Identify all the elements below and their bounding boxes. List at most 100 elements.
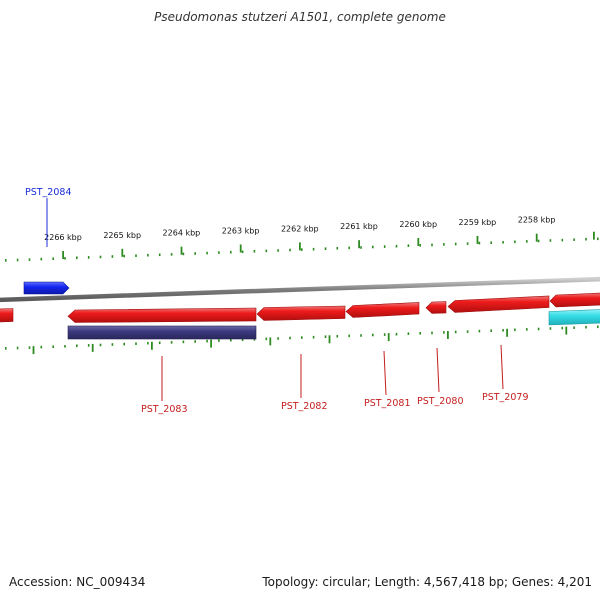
major-tick — [328, 335, 331, 344]
minor-tick — [277, 337, 279, 340]
minor-tick — [218, 251, 220, 254]
gene-arrow-right-edge[interactable] — [549, 292, 600, 308]
minor-tick — [194, 340, 196, 343]
major-tick — [447, 331, 449, 339]
minor-tick — [360, 246, 362, 249]
tick-label: 2264 kbp — [163, 229, 201, 238]
label-line-pst-2079 — [500, 344, 504, 390]
minor-tick — [407, 332, 410, 335]
minor-tick — [502, 241, 504, 244]
minor-tick — [206, 339, 208, 343]
minor-tick — [443, 331, 445, 334]
minor-tick — [241, 338, 244, 342]
minor-tick — [87, 344, 90, 347]
minor-tick — [431, 243, 433, 247]
minor-tick — [537, 327, 540, 331]
minor-tick — [549, 327, 552, 330]
minor-tick — [348, 246, 350, 250]
minor-tick — [170, 253, 173, 256]
minor-tick — [466, 242, 469, 245]
major-tick — [535, 233, 538, 242]
tick-label: 2261 kbp — [340, 222, 378, 231]
major-tick — [239, 244, 242, 253]
gene-arrow-left-edge[interactable] — [0, 308, 14, 323]
minor-tick — [490, 241, 492, 244]
gene-arrow-pst-2083[interactable] — [67, 307, 257, 323]
minor-tick — [573, 238, 575, 241]
minor-tick — [16, 346, 19, 350]
minor-tick — [218, 339, 220, 342]
major-tick — [299, 242, 301, 251]
minor-tick — [395, 244, 398, 248]
minor-tick — [206, 251, 208, 255]
gene-arrow-pst-2082[interactable] — [256, 305, 346, 321]
major-tick — [151, 341, 153, 350]
minor-tick — [99, 255, 102, 259]
minor-tick — [147, 253, 149, 257]
tick-label: 2265 kbp — [103, 231, 141, 240]
minor-tick — [372, 245, 374, 249]
major-tick — [387, 333, 390, 342]
major-tick — [506, 328, 508, 337]
outer-minor-ticks — [5, 237, 599, 262]
tick-label: 2266 kbp — [44, 233, 82, 242]
minor-tick — [194, 252, 196, 255]
minor-tick — [5, 259, 7, 262]
minor-tick — [5, 347, 7, 350]
minor-tick — [478, 241, 481, 245]
minor-tick — [537, 239, 540, 243]
minor-tick — [135, 342, 137, 345]
gene-arrow-pst-2079[interactable] — [447, 295, 550, 313]
label-line-pst-2080 — [436, 347, 440, 393]
minor-tick — [372, 333, 374, 337]
minor-tick — [64, 345, 66, 348]
minor-tick — [502, 329, 504, 332]
major-tick — [62, 251, 64, 259]
minor-tick — [490, 329, 492, 332]
minor-tick — [76, 344, 78, 348]
minor-tick — [514, 328, 516, 332]
gene-arrow-pst-2084[interactable] — [23, 281, 70, 295]
gene-label-pst-2083: PST_2083 — [141, 404, 188, 415]
minor-tick — [383, 245, 386, 248]
minor-tick — [561, 238, 564, 242]
major-tick — [476, 235, 479, 244]
major-tick — [180, 246, 183, 255]
minor-tick — [265, 249, 268, 253]
minor-tick — [526, 240, 528, 243]
minor-tick — [158, 253, 161, 257]
minor-tick — [454, 242, 457, 246]
major-tick — [593, 231, 595, 240]
major-tick — [210, 339, 212, 348]
minor-tick — [312, 335, 315, 339]
gene-label-pst-2084: PST_2084 — [25, 187, 72, 198]
gene-label-pst-2080: PST_2080 — [417, 396, 464, 407]
minor-tick — [312, 247, 315, 251]
minor-tick — [561, 326, 564, 330]
gene-label-pst-2082: PST_2082 — [281, 401, 328, 412]
minor-tick — [170, 341, 173, 344]
minor-tick — [182, 340, 185, 344]
minor-tick — [407, 244, 410, 247]
tick-label: 2260 kbp — [399, 220, 437, 229]
minor-tick — [383, 333, 386, 336]
genome-summary-text: Topology: circular; Length: 4,567,418 bp… — [262, 575, 592, 589]
tick-label: 2258 kbp — [518, 216, 556, 225]
minor-tick — [52, 345, 54, 348]
feature-bar-cyan[interactable] — [548, 309, 600, 326]
minor-tick — [289, 248, 291, 252]
gene-arrow-pst-2080[interactable] — [425, 301, 447, 314]
minor-tick — [514, 240, 516, 244]
minor-tick — [147, 341, 149, 345]
feature-bar-purple[interactable] — [67, 325, 257, 340]
minor-tick — [40, 257, 43, 261]
minor-tick — [253, 250, 256, 253]
minor-tick — [64, 257, 66, 260]
minor-tick — [241, 250, 244, 254]
gene-arrow-pst-2081[interactable] — [345, 302, 420, 318]
minor-tick — [40, 345, 43, 349]
genome-backbone — [0, 276, 600, 303]
minor-tick — [324, 335, 327, 338]
major-ticks: 2258 kbp 2259 kbp 2260 kbp 2261 kbp 2262 kbp… — [32, 216, 595, 355]
